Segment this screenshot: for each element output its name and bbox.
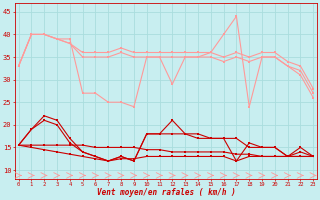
X-axis label: Vent moyen/en rafales ( km/h ): Vent moyen/en rafales ( km/h ) [97,188,235,197]
